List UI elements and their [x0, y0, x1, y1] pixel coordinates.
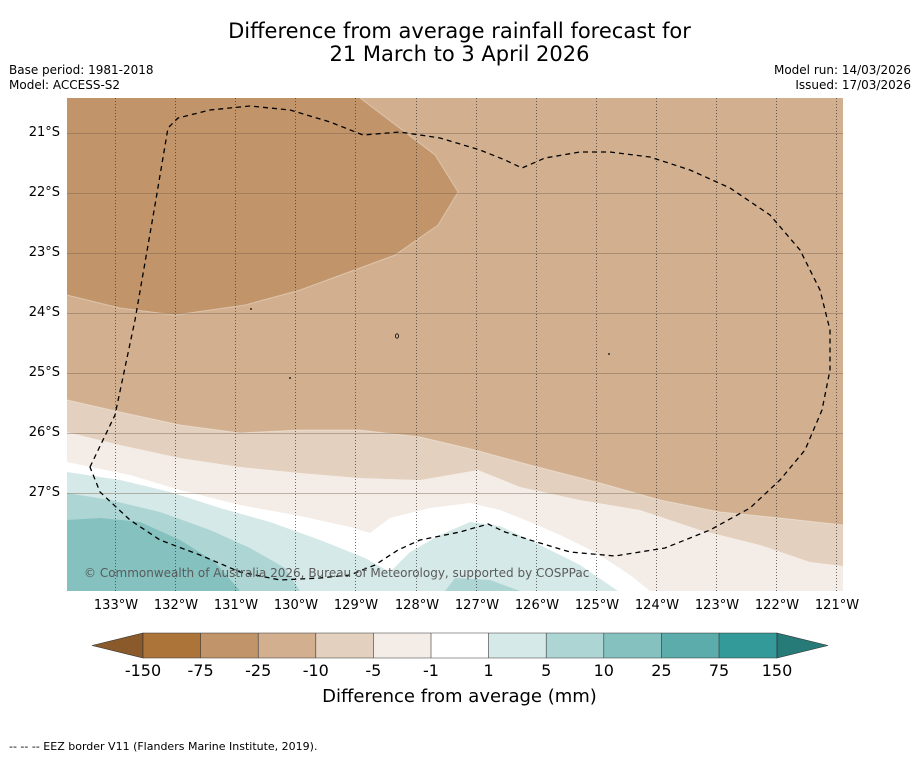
model-run-text: Model run: 14/03/2026: [773, 63, 911, 77]
base-period-text: Base period: 1981-2018: [9, 63, 154, 77]
eez-border-line: [89, 105, 831, 581]
lon-label-124w: 124°W: [634, 598, 680, 613]
model-text: Model: ACCESS-S2: [9, 78, 121, 92]
colorbar-tick: -75: [187, 661, 214, 680]
colorbar-under-triangle: [91, 632, 144, 659]
lat-label-27s: 27°S: [28, 485, 60, 500]
lat-label-21s: 21°S: [28, 125, 60, 140]
lon-label-128w: 128°W: [394, 598, 440, 613]
colorbar-bin-5: [373, 633, 431, 658]
lat-label-22s: 22°S: [28, 185, 60, 200]
colorbar-tick: 5: [541, 661, 552, 680]
anomaly-contour-fill: [67, 98, 843, 591]
colorbar-bin-9: [603, 633, 662, 658]
lon-label-131w: 131°W: [213, 598, 259, 613]
lon-label-127w: 127°W: [454, 598, 500, 613]
colorbar-tick: 1: [483, 661, 494, 680]
lon-label-123w: 123°W: [694, 598, 740, 613]
lon-label-122w: 122°W: [754, 598, 800, 613]
colorbar-label: Difference from average (mm): [322, 686, 597, 707]
lon-label-125w: 125°W: [574, 598, 620, 613]
longitude-gridlines: [115, 98, 837, 591]
copyright-text: © Commonwealth of Australia 2026, Bureau…: [84, 566, 589, 580]
colorbar-bin-2: [200, 633, 259, 658]
colorbar-bin-6: [431, 633, 489, 658]
lat-label-25s: 25°S: [28, 365, 60, 380]
colorbar-bin-10: [661, 633, 719, 658]
colorbar-tick: 75: [708, 661, 730, 680]
latitude-gridlines: [67, 133, 843, 494]
lon-label-132w: 132°W: [153, 598, 199, 613]
island-marks: [250, 308, 610, 379]
colorbar-tick: 150: [761, 661, 793, 680]
colorbar-tick: -25: [245, 661, 272, 680]
colorbar-tick: -1: [423, 661, 439, 680]
colorbar: [91, 632, 829, 659]
chart-title-line-2: 21 March to 3 April 2026: [329, 42, 590, 66]
colorbar-bin-11: [719, 633, 777, 658]
lon-label-121w: 121°W: [814, 598, 860, 613]
lat-label-23s: 23°S: [28, 245, 60, 260]
lon-label-130w: 130°W: [273, 598, 319, 613]
eez-footnote: -- -- -- EEZ border V11 (Flanders Marine…: [9, 740, 318, 753]
colorbar-tick: 25: [651, 661, 672, 680]
colorbar-bin-7: [488, 633, 547, 658]
lon-label-133w: 133°W: [93, 598, 139, 613]
colorbar-tick: -10: [302, 661, 329, 680]
colorbar-bin-8: [546, 633, 604, 658]
colorbar-tick: -5: [365, 661, 382, 680]
colorbar-over-triangle: [776, 632, 829, 659]
colorbar-bin-3: [258, 633, 316, 658]
lat-label-26s: 26°S: [28, 425, 60, 440]
chart-title-line-1: Difference from average rainfall forecas…: [228, 19, 691, 43]
lat-label-24s: 24°S: [28, 305, 60, 320]
colorbar-bin-4: [315, 633, 374, 658]
colorbar-bin-1: [143, 633, 201, 658]
lon-label-126w: 126°W: [514, 598, 560, 613]
colorbar-tick: -150: [124, 661, 162, 680]
lon-label-129w: 129°W: [333, 598, 379, 613]
issued-text: Issued: 17/03/2026: [795, 78, 911, 92]
colorbar-tick: 10: [593, 661, 614, 680]
